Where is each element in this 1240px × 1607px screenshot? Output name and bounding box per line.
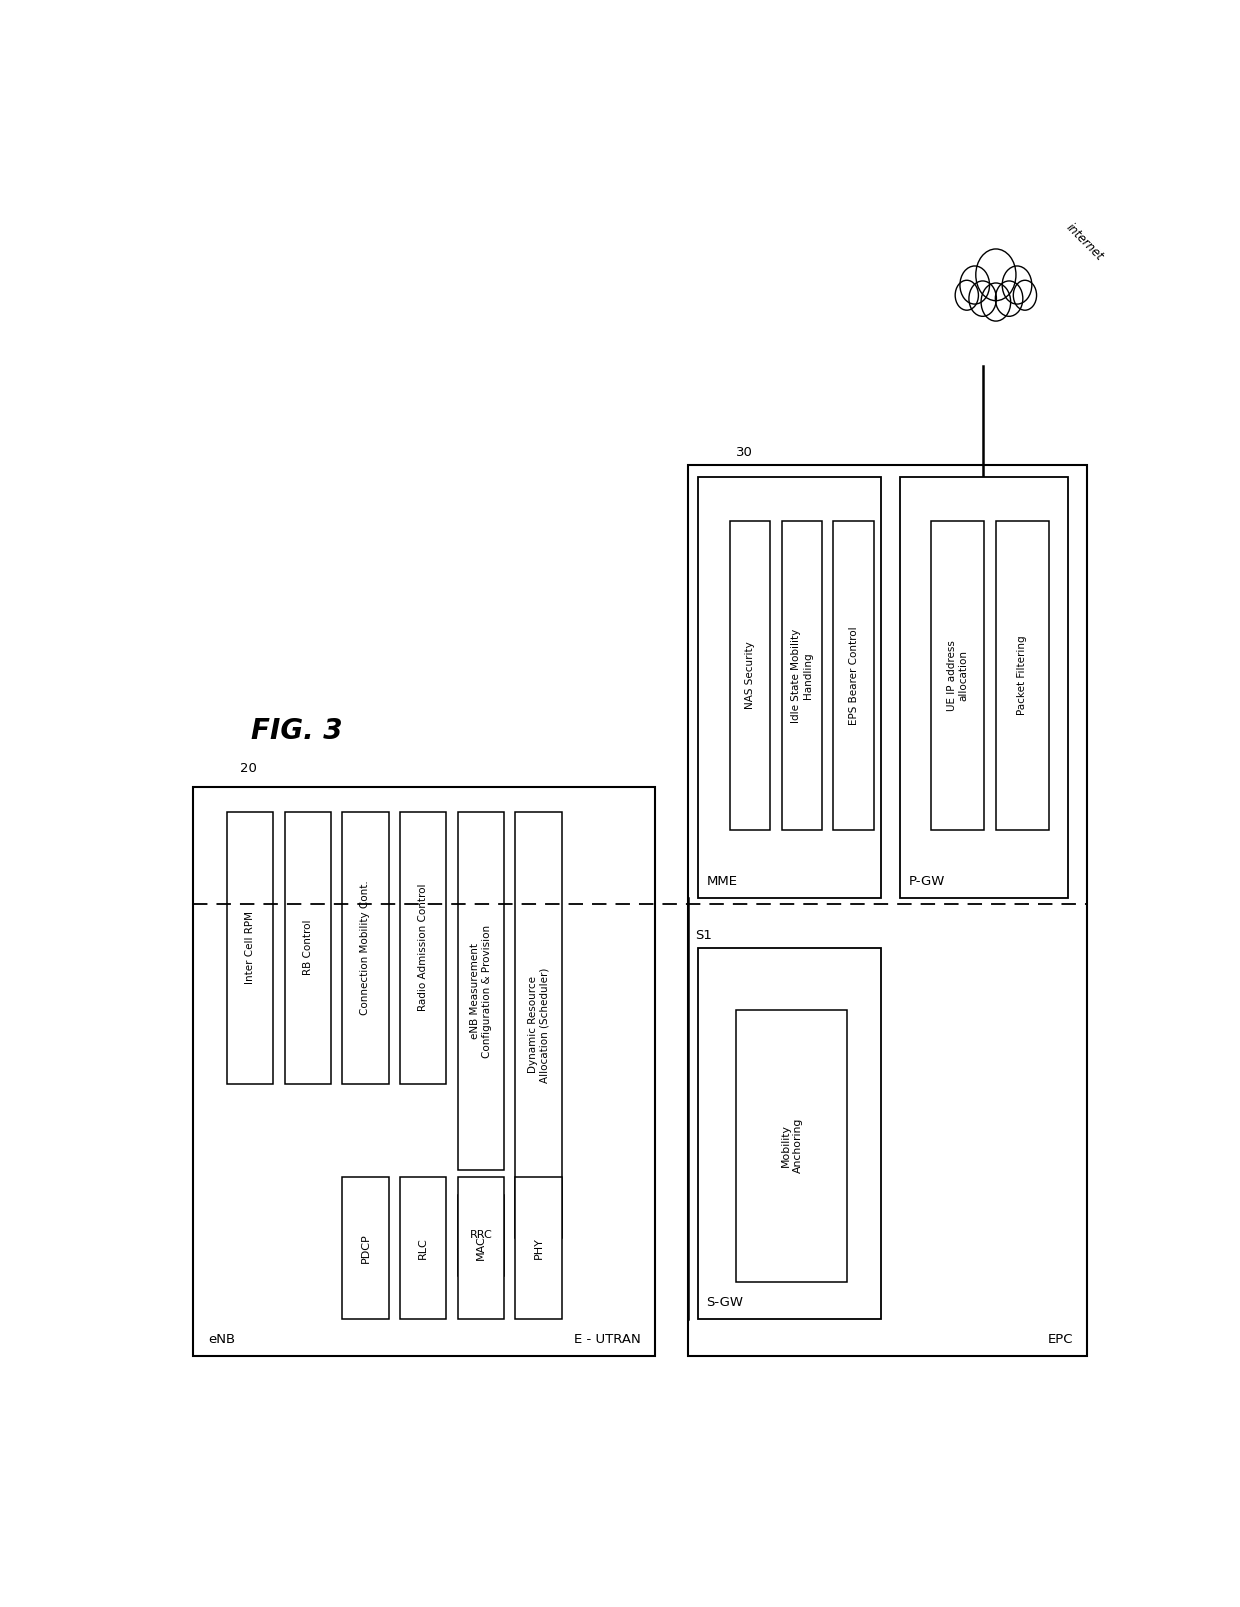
Text: MAC: MAC bbox=[476, 1236, 486, 1260]
Bar bbox=[516, 1176, 562, 1319]
Text: S1: S1 bbox=[696, 929, 712, 942]
Bar bbox=[285, 812, 331, 1083]
Text: RRC: RRC bbox=[470, 1231, 492, 1241]
Text: Connection Mobility Cont.: Connection Mobility Cont. bbox=[361, 881, 371, 1016]
Text: NAS Security: NAS Security bbox=[745, 641, 755, 709]
Circle shape bbox=[976, 249, 1016, 301]
Text: Idle State Mobility
Handling: Idle State Mobility Handling bbox=[791, 628, 812, 723]
Bar bbox=[781, 521, 822, 831]
Bar bbox=[458, 1196, 503, 1276]
Circle shape bbox=[960, 267, 990, 304]
Text: eNB: eNB bbox=[208, 1334, 236, 1347]
Text: EPC: EPC bbox=[1048, 1334, 1073, 1347]
Circle shape bbox=[968, 281, 997, 317]
Text: S-GW: S-GW bbox=[707, 1295, 744, 1310]
Text: Dynamic Resource
Allocation (Scheduler): Dynamic Resource Allocation (Scheduler) bbox=[528, 967, 549, 1083]
Bar bbox=[342, 812, 388, 1083]
Bar bbox=[737, 1009, 847, 1282]
Text: EPS Bearer Control: EPS Bearer Control bbox=[848, 627, 858, 725]
Bar bbox=[729, 521, 770, 831]
Bar bbox=[458, 1176, 503, 1319]
Bar bbox=[698, 477, 880, 898]
Circle shape bbox=[981, 283, 1011, 321]
Bar bbox=[996, 521, 1049, 831]
Text: 30: 30 bbox=[737, 445, 753, 460]
Circle shape bbox=[996, 281, 1023, 317]
Bar bbox=[458, 812, 503, 1170]
Text: RLC: RLC bbox=[418, 1237, 428, 1258]
Circle shape bbox=[955, 280, 978, 310]
Bar bbox=[900, 477, 1068, 898]
Text: eNB Measurement
Configuration & Provision: eNB Measurement Configuration & Provisio… bbox=[470, 924, 491, 1057]
Circle shape bbox=[1002, 267, 1032, 304]
Bar bbox=[698, 948, 880, 1319]
Text: Inter Cell RPM: Inter Cell RPM bbox=[246, 911, 255, 983]
Bar bbox=[193, 787, 655, 1356]
Bar bbox=[516, 812, 562, 1239]
Text: E - UTRAN: E - UTRAN bbox=[574, 1334, 640, 1347]
Text: FIG. 3: FIG. 3 bbox=[250, 717, 342, 746]
Bar bbox=[931, 521, 985, 831]
Bar bbox=[342, 1176, 388, 1319]
Circle shape bbox=[1013, 280, 1037, 310]
Text: UE IP address
allocation: UE IP address allocation bbox=[947, 640, 968, 710]
Text: MME: MME bbox=[707, 876, 738, 889]
Bar bbox=[401, 812, 446, 1083]
Text: P-GW: P-GW bbox=[909, 876, 945, 889]
Text: Packet Filtering: Packet Filtering bbox=[1017, 636, 1027, 715]
Bar bbox=[227, 812, 273, 1083]
Text: RB Control: RB Control bbox=[303, 919, 312, 975]
Text: PHY: PHY bbox=[533, 1237, 543, 1258]
Text: 20: 20 bbox=[239, 762, 257, 775]
Bar bbox=[833, 521, 874, 831]
Bar bbox=[401, 1176, 446, 1319]
Text: Mobility
Anchoring: Mobility Anchoring bbox=[781, 1118, 802, 1173]
Text: Radio Admission Control: Radio Admission Control bbox=[418, 884, 428, 1011]
Bar bbox=[688, 464, 1087, 1356]
Text: PDCP: PDCP bbox=[361, 1233, 371, 1263]
Text: internet: internet bbox=[1063, 222, 1106, 264]
